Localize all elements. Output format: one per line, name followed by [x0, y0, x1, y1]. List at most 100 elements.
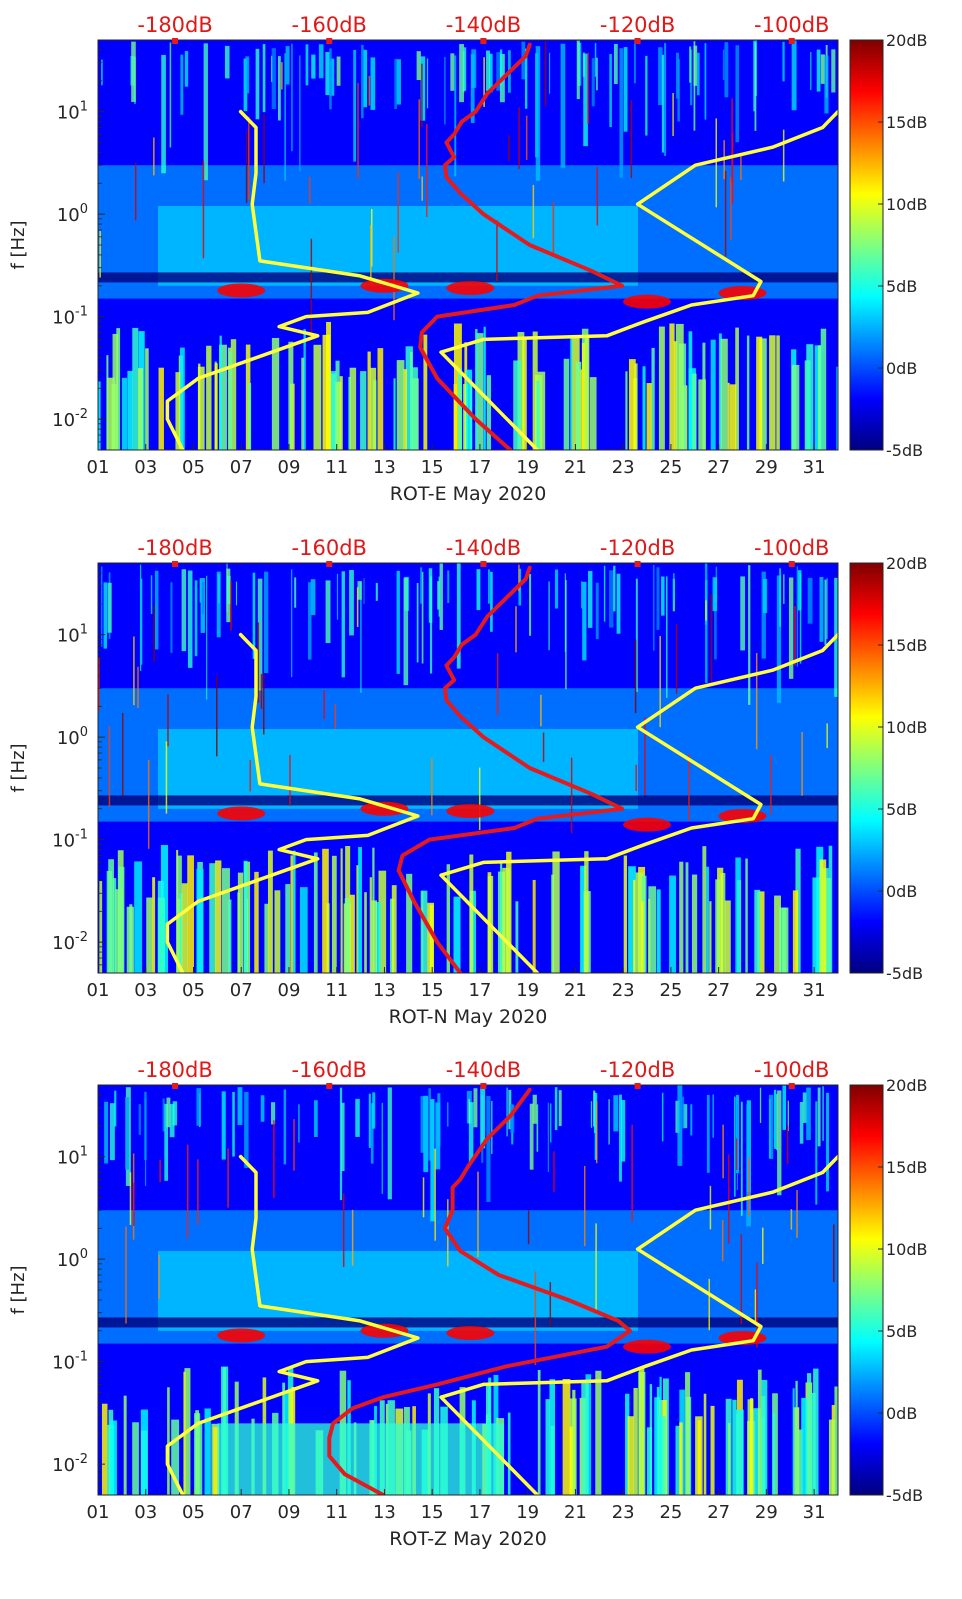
x-tick-label: 03	[134, 980, 157, 1001]
colorbar-tick-label: 0dB	[886, 359, 917, 378]
x-tick-label: 29	[755, 457, 778, 478]
colorbar-tick-label: 20dB	[886, 554, 928, 573]
colorbar-tick-label: 15dB	[886, 1158, 928, 1177]
x-tick-label: 25	[659, 980, 682, 1001]
colorbar-tick-label: -5dB	[886, 441, 923, 460]
x-tick-label: 05	[182, 980, 205, 1001]
x-tick-label: 13	[373, 457, 396, 478]
top-db-tick-label: -120dB	[600, 1058, 675, 1082]
top-db-tick-label: -100dB	[754, 1058, 829, 1082]
x-tick-label: 29	[755, 980, 778, 1001]
x-tick-label: 31	[803, 1502, 826, 1523]
colorbar-tick-label: 0dB	[886, 1404, 917, 1423]
top-db-tick-label: -100dB	[754, 13, 829, 37]
x-tick-label: 17	[468, 1502, 491, 1523]
yellow-noise-model-curve-high	[439, 632, 838, 973]
y-axis-label: f [Hz]	[8, 220, 29, 269]
colorbar: 20dB 15dB 10dB 5dB 0dB -5dB	[849, 554, 928, 983]
x-tick-label: 25	[659, 1502, 682, 1523]
x-tick-label: 21	[564, 457, 587, 478]
top-db-tick-label: -100dB	[754, 536, 829, 560]
top-db-tick-label: -160dB	[292, 536, 367, 560]
x-axis-label: ROT-Z May 2020	[389, 1528, 547, 1550]
heatmap-image	[98, 1085, 838, 1495]
spectrogram-panel-2: 01 03 05 07 09 11 13 15 17 19 21 23 25 27 29 31 ROT-N Ma…	[8, 536, 928, 1028]
colorbar-tick-label: -5dB	[886, 1486, 923, 1505]
x-tick-label: 01	[87, 980, 110, 1001]
x-tick-label: 13	[373, 1502, 396, 1523]
top-db-tick-label: -120dB	[600, 536, 675, 560]
x-axis-label: ROT-N May 2020	[389, 1006, 548, 1028]
x-tick-label: 31	[803, 980, 826, 1001]
yellow-noise-model-curve-low	[165, 632, 420, 973]
colorbar-tick-label: 10dB	[886, 718, 928, 737]
y-tick-label: 101	[57, 623, 88, 647]
y-axis-label: f [Hz]	[8, 743, 29, 792]
x-tick-label: 01	[87, 457, 110, 478]
colorbar-tick-label: 20dB	[886, 1076, 928, 1095]
x-tick-label: 23	[612, 980, 635, 1001]
x-tick-label: 27	[707, 980, 730, 1001]
colorbar-tick-label: 20dB	[886, 31, 928, 50]
x-tick-label: 09	[278, 980, 301, 1001]
colorbar-tick-label: -5dB	[886, 964, 923, 983]
top-db-tick-label: -180dB	[137, 1058, 212, 1082]
x-axis-label: ROT-E May 2020	[390, 483, 547, 505]
x-tick-label: 07	[230, 980, 253, 1001]
top-db-tick-label: -180dB	[137, 13, 212, 37]
y-tick-label: 10-1	[52, 305, 88, 329]
x-tick-label: 09	[278, 457, 301, 478]
x-tick-label: 23	[612, 1502, 635, 1523]
y-tick-label: 10-2	[52, 407, 88, 431]
top-db-tick-label: -140dB	[446, 1058, 521, 1082]
spectrogram-panel-3: 01 03 05 07 09 11 13 15 17 19 21 23 25 27 29 31 ROT-Z Ma…	[8, 1058, 928, 1550]
y-tick-label: 101	[57, 100, 88, 124]
y-tick-label: 100	[57, 1247, 88, 1271]
y-tick-label: 10-1	[52, 1350, 88, 1374]
top-db-tick-label: -140dB	[446, 13, 521, 37]
x-tick-label: 07	[230, 457, 253, 478]
top-db-tick-label: -160dB	[292, 13, 367, 37]
top-db-tick-label: -180dB	[137, 536, 212, 560]
x-tick-label: 05	[182, 1502, 205, 1523]
yellow-noise-model-curve-high	[439, 1154, 838, 1495]
yellow-noise-model-curve-high	[439, 109, 838, 450]
spectrogram-panel-1: 01 03 05 07 09 11 13 15 17 19 21 23 25 27 29 31 ROT-E Ma…	[8, 13, 928, 505]
y-tick-label: 100	[57, 202, 88, 226]
y-tick-label: 101	[57, 1145, 88, 1169]
x-tick-label: 15	[421, 980, 444, 1001]
y-tick-label: 10-2	[52, 1452, 88, 1476]
heatmap-image	[98, 563, 838, 973]
colorbar-tick-label: 15dB	[886, 113, 928, 132]
colorbar-tick-label: 5dB	[886, 800, 917, 819]
x-tick-label: 23	[612, 457, 635, 478]
y-tick-label: 10-1	[52, 828, 88, 852]
x-tick-label: 21	[564, 1502, 587, 1523]
x-tick-label: 11	[325, 457, 348, 478]
x-tick-label: 25	[659, 457, 682, 478]
top-db-tick-label: -160dB	[292, 1058, 367, 1082]
x-tick-label: 27	[707, 1502, 730, 1523]
colorbar: 20dB 15dB 10dB 5dB 0dB -5dB	[849, 1076, 928, 1505]
x-tick-label: 11	[325, 980, 348, 1001]
colorbar-tick-label: 5dB	[886, 1322, 917, 1341]
x-tick-label: 29	[755, 1502, 778, 1523]
x-tick-label: 21	[564, 980, 587, 1001]
colorbar-tick-label: 15dB	[886, 636, 928, 655]
yellow-noise-model-curve-low	[165, 1154, 420, 1495]
x-tick-label: 05	[182, 457, 205, 478]
yellow-noise-model-curve-low	[165, 109, 420, 450]
y-tick-label: 10-2	[52, 930, 88, 954]
x-tick-label: 19	[516, 457, 539, 478]
x-tick-label: 27	[707, 457, 730, 478]
red-psd-curve	[396, 565, 625, 973]
red-psd-curve	[418, 42, 625, 450]
heatmap-image	[98, 40, 838, 450]
colorbar-tick-label: 10dB	[886, 195, 928, 214]
x-tick-label: 17	[468, 457, 491, 478]
red-psd-curve	[327, 1087, 632, 1495]
x-tick-label: 03	[134, 457, 157, 478]
colorbar-tick-label: 5dB	[886, 277, 917, 296]
colorbar-tick-label: 0dB	[886, 882, 917, 901]
